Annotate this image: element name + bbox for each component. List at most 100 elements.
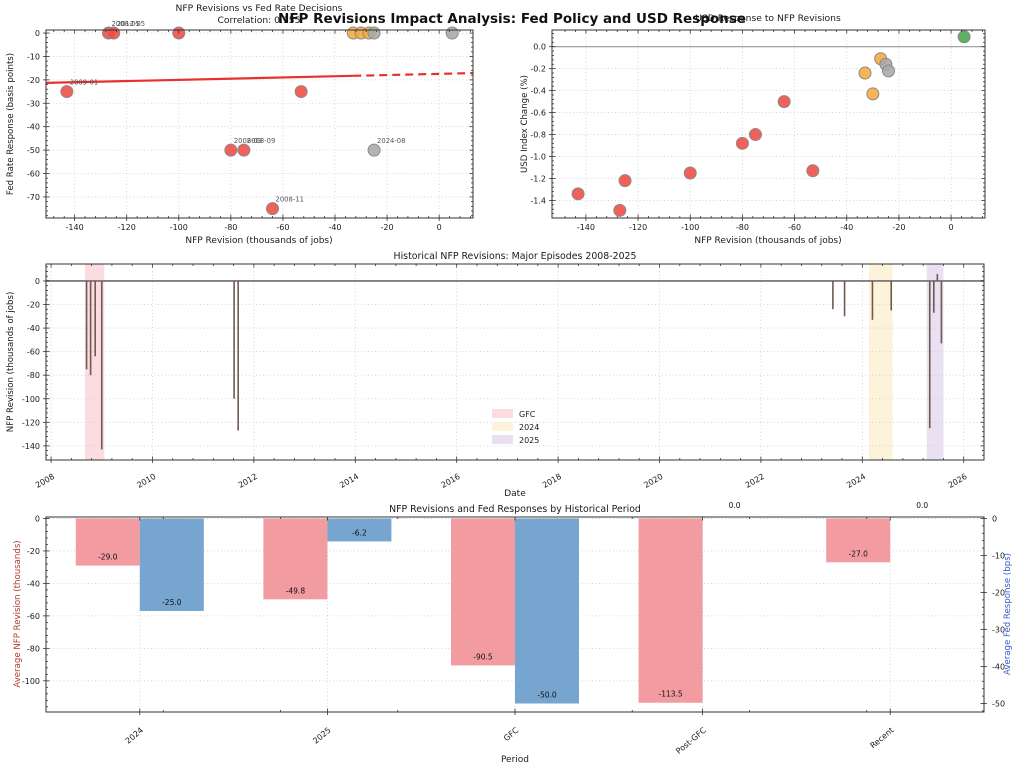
y-tick-label-left: -60 — [27, 612, 40, 621]
y-tick-label: -1.4 — [530, 196, 546, 205]
timeline-title: Historical NFP Revisions: Major Episodes… — [394, 251, 637, 262]
data-point — [866, 87, 880, 101]
data-point — [957, 30, 971, 44]
y-tick-label: -40 — [27, 123, 40, 132]
nfp-bar-label: -29.0 — [98, 553, 118, 562]
legend-swatch — [492, 422, 513, 431]
fed-bar — [327, 518, 392, 542]
data-point — [777, 95, 791, 109]
usd-scatter-title: USD Response to NFP Revisions — [695, 13, 841, 24]
y-tick-label-right: 0 — [992, 514, 997, 523]
y-tick-label-left: -100 — [22, 677, 40, 686]
point-annotation: 2009-01 — [70, 79, 98, 87]
x-tick-label: 0 — [437, 223, 442, 232]
y-tick-label: -60 — [27, 170, 40, 179]
legend-label: GFC — [519, 410, 536, 419]
y-tick-label: -40 — [27, 324, 40, 333]
data-point — [806, 164, 820, 178]
data-point — [294, 85, 308, 99]
y-tick-label: 0.0 — [533, 43, 546, 52]
timeline-xlabel: Date — [504, 489, 526, 499]
y-tick-label: -140 — [22, 442, 40, 451]
fed-scatter-title: NFP Revisions vs Fed Rate Decisions — [176, 3, 343, 14]
x-tick-label: Recent — [869, 726, 896, 751]
fed-bar-label: -25.0 — [162, 598, 182, 607]
x-tick-label: -40 — [840, 223, 853, 232]
point-annotation: 2008-11 — [276, 196, 304, 204]
nfp-bar — [263, 518, 328, 600]
x-tick-label: 2020 — [642, 472, 664, 490]
nfp-bar — [638, 518, 703, 703]
data-point — [881, 64, 895, 78]
data-point — [571, 187, 585, 201]
fed-scatter-ylabel: Fed Rate Response (basis points) — [6, 53, 16, 195]
x-tick-label: GFC — [502, 725, 521, 743]
y-tick-label: -10 — [27, 52, 40, 61]
nfp-bar-label: -27.0 — [848, 549, 868, 558]
nfp-bar — [826, 518, 891, 563]
y-tick-label: -0.6 — [530, 109, 546, 118]
period-bars-ylabel-left: Average NFP Revision (thousands) — [13, 540, 23, 687]
x-tick-label: 2024 — [124, 726, 145, 746]
fed-bar-label: -6.2 — [352, 528, 367, 537]
y-tick-label-right: -20 — [992, 588, 1005, 597]
x-tick-label: -100 — [681, 223, 699, 232]
y-tick-label: 0 — [35, 29, 40, 38]
y-tick-label-right: -40 — [992, 662, 1005, 671]
x-tick-label: -20 — [892, 223, 905, 232]
x-tick-label: -60 — [276, 223, 289, 232]
y-tick-label: -70 — [27, 193, 40, 202]
x-tick-label: 2012 — [237, 472, 259, 490]
y-tick-label-left: 0 — [35, 514, 40, 523]
x-tick-label: -100 — [170, 223, 188, 232]
data-point — [683, 166, 697, 180]
x-tick-label: -40 — [328, 223, 341, 232]
data-point — [367, 143, 381, 157]
x-tick-label: Post-GFC — [674, 725, 708, 755]
data-point — [748, 128, 762, 142]
legend-swatch — [492, 409, 513, 418]
x-tick-label: -80 — [224, 223, 237, 232]
y-tick-label: -100 — [22, 395, 40, 404]
y-tick-label: -50 — [27, 146, 40, 155]
nfp-bar-label: -113.5 — [659, 690, 683, 699]
y-tick-label: -30 — [27, 99, 40, 108]
data-point — [735, 136, 749, 150]
x-tick-label: 2016 — [440, 472, 462, 490]
y-tick-label: -120 — [22, 418, 40, 427]
x-tick-label: -140 — [577, 223, 595, 232]
y-tick-label: -0.4 — [530, 87, 546, 96]
data-point — [618, 174, 632, 188]
usd-scatter-xlabel: NFP Revision (thousands of jobs) — [694, 236, 841, 246]
x-tick-label: -60 — [788, 223, 801, 232]
point-annotation: 2008-05 — [111, 20, 139, 28]
fed-scatter-xlabel: NFP Revision (thousands of jobs) — [185, 236, 332, 246]
era-band — [868, 264, 893, 460]
x-tick-label: -120 — [118, 223, 136, 232]
y-tick-label: -0.8 — [530, 131, 546, 140]
nfp-bar — [451, 518, 515, 666]
fed-bar-label: -50.0 — [537, 690, 557, 699]
y-tick-label-left: -80 — [27, 644, 40, 653]
y-tick-label-right: -10 — [992, 551, 1005, 560]
y-tick-label-right: -50 — [992, 699, 1005, 708]
y-tick-label: -60 — [27, 348, 40, 357]
x-tick-label: 2010 — [135, 472, 157, 490]
data-point — [107, 26, 121, 40]
legend-swatch — [492, 435, 513, 444]
timeline-ylabel: NFP Revision (thousands of jobs) — [6, 292, 16, 433]
x-tick-label: 2026 — [947, 472, 969, 490]
y-tick-label-left: -20 — [27, 547, 40, 556]
data-point — [445, 26, 459, 40]
x-tick-label: -140 — [66, 223, 84, 232]
usd-scatter-frame — [551, 29, 986, 219]
nfp-bar-label: -49.8 — [286, 586, 306, 595]
y-tick-label: -20 — [27, 76, 40, 85]
figure-title: NFP Revisions Impact Analysis: Fed Polic… — [278, 11, 746, 27]
era-band — [926, 264, 944, 460]
nfp-bar — [75, 518, 140, 566]
point-annotation: 2024-08 — [377, 137, 405, 145]
x-tick-label: -20 — [381, 223, 394, 232]
